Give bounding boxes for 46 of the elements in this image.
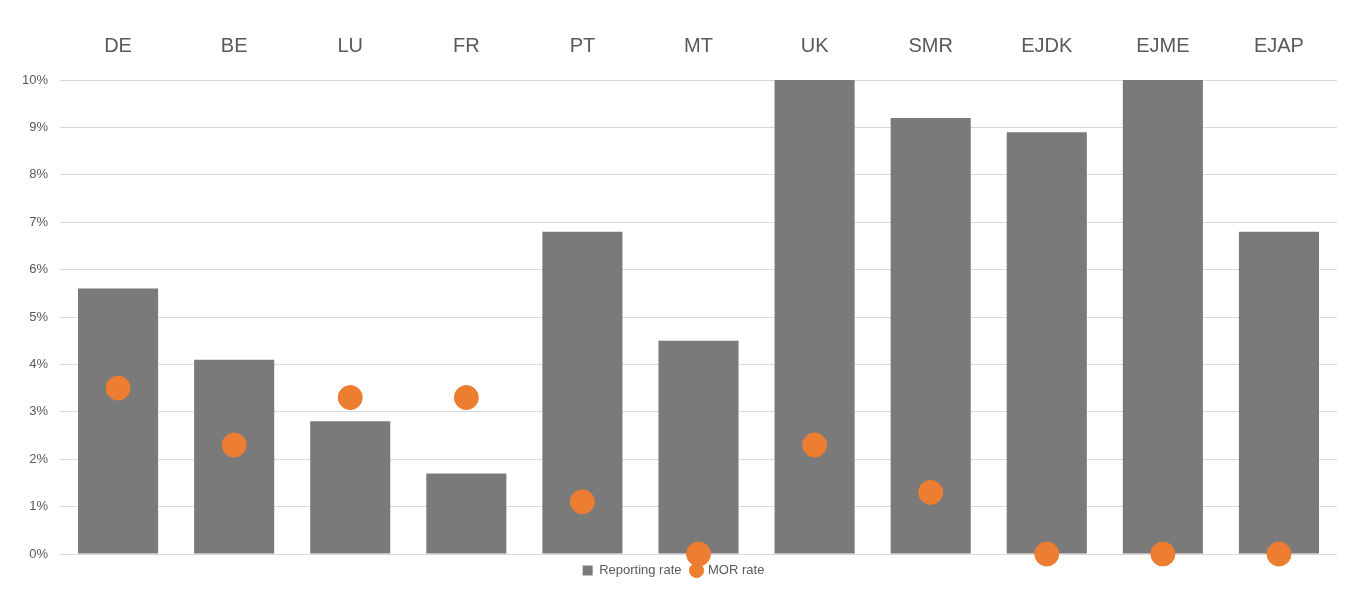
- point: [569, 489, 595, 515]
- point: [337, 385, 363, 411]
- y-tick-label: 8%: [29, 166, 49, 182]
- bar: [1238, 231, 1320, 554]
- point: [1150, 541, 1176, 567]
- legend-label: MOR rate: [708, 562, 765, 578]
- x-tick-label: DE: [104, 33, 132, 56]
- y-tick-label: 1%: [29, 498, 49, 514]
- bar: [78, 288, 159, 554]
- x-tick-label: SMR: [908, 33, 953, 56]
- y-tick-label: 2%: [29, 450, 49, 466]
- y-tick-label: 4%: [29, 355, 49, 371]
- bar: [1006, 132, 1087, 554]
- x-tick-label: FR: [453, 33, 480, 56]
- y-tick-label: 3%: [29, 403, 49, 419]
- bar: [310, 421, 391, 554]
- y-tick-label: 9%: [29, 118, 49, 134]
- x-tick-label: EJDK: [1021, 33, 1073, 56]
- bar: [890, 117, 971, 554]
- bar: [1122, 80, 1203, 554]
- bar: [774, 80, 855, 554]
- point: [686, 541, 712, 567]
- bar: [542, 231, 623, 554]
- x-tick-label: UK: [800, 33, 830, 56]
- point: [1266, 541, 1292, 567]
- y-tick-label: 6%: [29, 261, 49, 277]
- x-tick-label: BE: [220, 33, 248, 56]
- point: [918, 479, 944, 505]
- x-tick-label: PT: [569, 33, 596, 56]
- point: [802, 432, 828, 458]
- x-tick-label: EJAP: [1253, 33, 1304, 56]
- point: [221, 432, 247, 458]
- x-tick-label: LU: [337, 33, 364, 56]
- y-tick-label: 0%: [29, 545, 49, 561]
- x-tick-label: MT: [684, 33, 713, 56]
- x-tick-label: EJME: [1136, 33, 1190, 56]
- point: [453, 385, 479, 411]
- y-tick-label: 7%: [29, 213, 49, 229]
- y-tick-label: 5%: [29, 308, 49, 324]
- legend-label: Reporting rate: [599, 562, 682, 578]
- y-tick-label: 10%: [21, 71, 49, 87]
- bar: [658, 340, 739, 554]
- bar: [194, 359, 275, 554]
- point: [105, 375, 131, 401]
- point: [1034, 541, 1060, 567]
- bar: [426, 473, 507, 554]
